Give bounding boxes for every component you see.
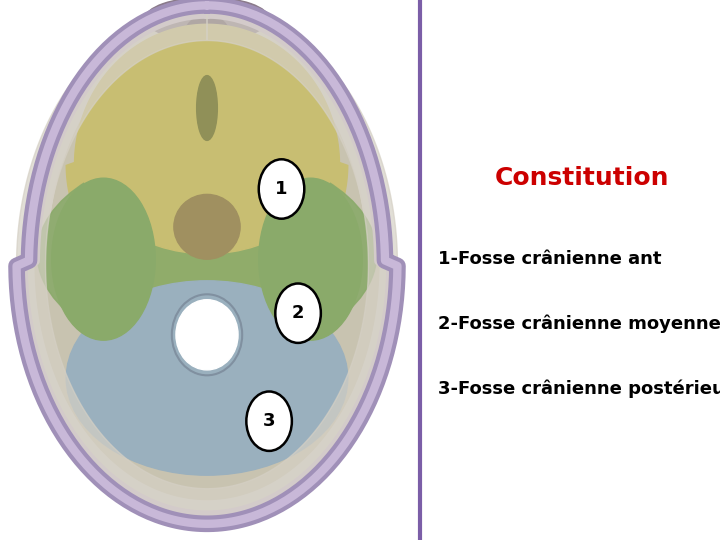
Polygon shape [17,5,397,524]
Text: 3: 3 [263,412,275,430]
Text: 1-Fosse crânienne ant: 1-Fosse crânienne ant [438,250,662,268]
Ellipse shape [186,16,228,43]
Text: 3-Fosse crânienne postérieure: 3-Fosse crânienne postérieure [438,380,720,398]
Polygon shape [35,30,379,500]
Polygon shape [17,5,397,524]
Text: 2: 2 [292,304,305,322]
Ellipse shape [66,281,348,475]
Ellipse shape [145,0,269,40]
Ellipse shape [176,300,238,370]
Ellipse shape [52,178,156,340]
Ellipse shape [37,151,377,356]
Polygon shape [66,24,348,305]
Text: 2-Fosse crânienne moyenne: 2-Fosse crânienne moyenne [438,315,720,333]
Ellipse shape [258,178,362,340]
Ellipse shape [174,194,240,259]
Text: 1: 1 [275,180,288,198]
Circle shape [275,284,321,343]
Ellipse shape [197,76,217,140]
Circle shape [246,392,292,451]
Text: Constitution: Constitution [495,166,670,190]
Ellipse shape [78,49,336,254]
Circle shape [258,159,305,219]
